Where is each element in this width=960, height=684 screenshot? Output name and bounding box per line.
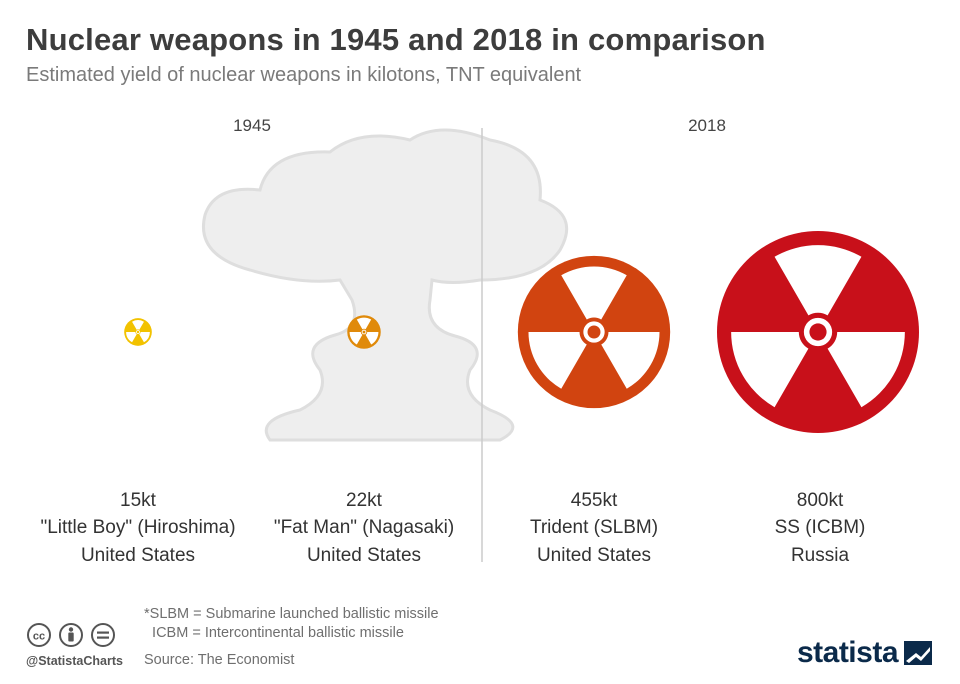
value-label-trident: 455kt [571, 490, 618, 511]
chart-area: 1945 2018 15kt "Little Boy" (Hiroshima) … [40, 116, 919, 566]
radiation-blade [561, 266, 627, 320]
country-little-boy: United States [81, 545, 195, 566]
social-handle: @StatistaCharts [26, 654, 123, 668]
weapon-name-trident: Trident (SLBM) [530, 517, 658, 538]
radiation-core [587, 325, 601, 339]
radiation-core [809, 323, 827, 341]
group-label-1945: 1945 [233, 116, 271, 135]
mushroom-cloud-icon [202, 128, 569, 442]
weapon-name-ss-icbm: SS (ICBM) [775, 517, 866, 538]
value-label-little-boy: 15kt [120, 490, 157, 511]
source-text: Source: The Economist [144, 652, 295, 668]
radiation-core [362, 330, 366, 334]
group-label-2018: 2018 [688, 116, 726, 135]
statista-logo-icon [904, 641, 932, 665]
radiation-blade [349, 332, 363, 345]
weapon-name-little-boy: "Little Boy" (Hiroshima) [40, 517, 235, 538]
value-label-fat-man: 22kt [346, 490, 383, 511]
no-derivatives-icon [91, 623, 115, 647]
value-label-ss-icbm: 800kt [797, 490, 844, 511]
bubble-fat-man [347, 315, 381, 349]
weapon-name-fat-man: "Fat Man" (Nagasaki) [274, 517, 454, 538]
svg-text:cc: cc [33, 631, 45, 643]
radiation-core [136, 330, 140, 334]
country-fat-man: United States [307, 545, 421, 566]
radiation-blade [528, 332, 587, 389]
radiation-blade [139, 332, 150, 343]
radiation-blade [731, 332, 809, 408]
cc-icon [27, 623, 51, 647]
country-ss-icbm: Russia [791, 545, 850, 566]
attribution-icon [59, 623, 83, 647]
license-icons: cc [27, 623, 115, 647]
chart-subtitle: Estimated yield of nuclear weapons in ki… [26, 64, 582, 86]
radiation-blade [601, 332, 660, 389]
radiation-blade [774, 245, 862, 316]
bubble-trident [517, 255, 671, 409]
brand-logo: statista [797, 636, 932, 670]
radiation-blade [132, 320, 144, 330]
radiation-blade [126, 332, 137, 343]
country-trident: United States [537, 545, 651, 566]
bubble-ss-icbm [717, 231, 919, 433]
chart-title: Nuclear weapons in 1945 and 2018 in comp… [26, 22, 766, 57]
radiation-blade [827, 332, 905, 408]
radiation-blade [365, 332, 379, 345]
bubble-little-boy [124, 318, 152, 346]
brand-name: statista [796, 636, 899, 669]
footnote: *SLBM = Submarine launched ballistic mis… [144, 606, 439, 641]
radiation-blade [356, 317, 372, 330]
